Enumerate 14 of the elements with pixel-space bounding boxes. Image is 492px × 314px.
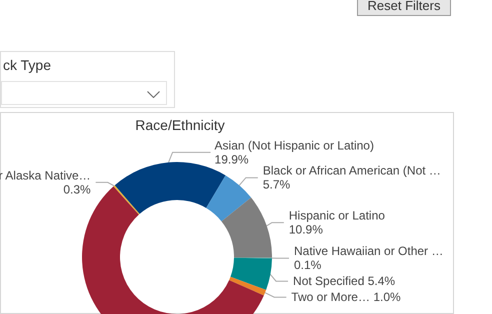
slice-label: Two or More… 1.0% (291, 290, 401, 304)
slice-label: Asian (Not Hispanic or Latino) (214, 138, 374, 152)
slice-label: Not Specified 5.4% (293, 274, 396, 288)
text: Reset Filters (357, 0, 451, 16)
data-label: 0.1% (294, 258, 322, 272)
slice-label: Native Hawaiian or Other … (294, 244, 444, 258)
slice-label: Hispanic or Latino (288, 208, 386, 223)
text: ck Type (3, 57, 51, 73)
chart-title: Race/Ethnicity (135, 117, 225, 133)
data-label: 19.9% (214, 152, 249, 166)
data-label: 0.3% (63, 182, 92, 196)
data-label: 10.9% (288, 222, 324, 237)
slice-label: Black or African American (Not … (262, 164, 441, 178)
data-label: 5.7% (262, 178, 291, 192)
